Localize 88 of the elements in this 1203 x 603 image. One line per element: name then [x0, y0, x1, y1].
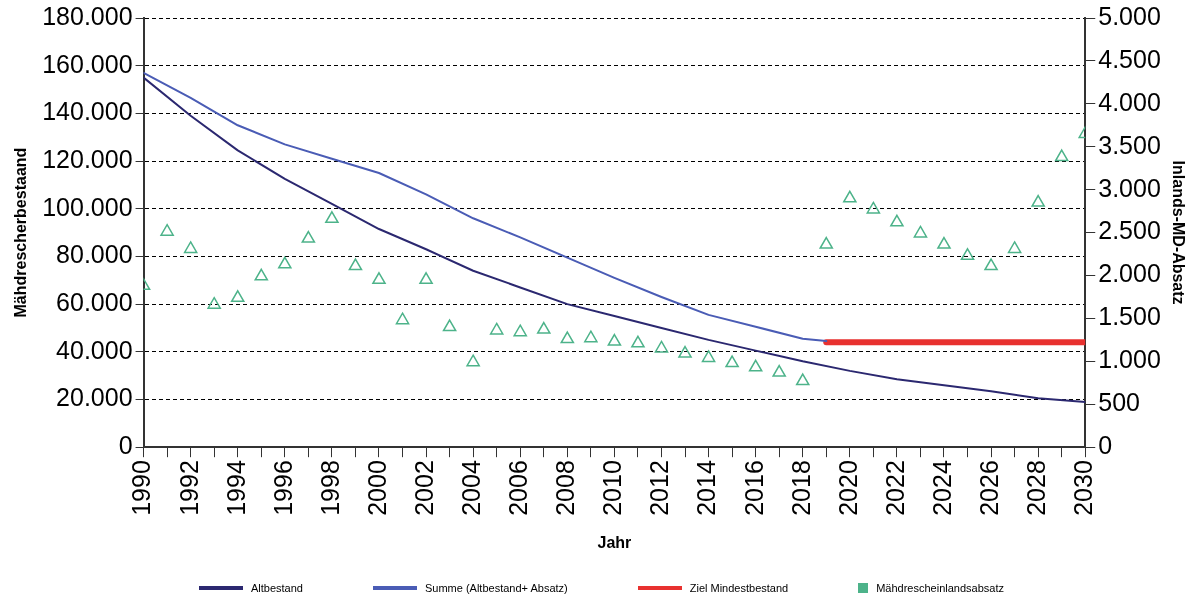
point [725, 355, 739, 368]
y2-tick-label: 3.000 [1098, 173, 1161, 202]
y2-axis-title: Inlands-MD-Absatz [1169, 160, 1187, 305]
x-tick-label: 2000 [362, 460, 391, 516]
x-axis-title: Jahr [597, 533, 632, 551]
y-tick-label: 120.000 [42, 144, 133, 173]
point [937, 236, 951, 249]
point [536, 321, 551, 334]
point [701, 350, 716, 363]
point [584, 330, 598, 343]
point [748, 359, 763, 372]
y2-tick-label: 500 [1098, 388, 1140, 417]
point [607, 333, 622, 346]
x-tick-label: 2022 [880, 460, 909, 516]
point [772, 364, 787, 377]
x-tick-label: 2014 [692, 460, 721, 516]
x-tick-label: 2006 [504, 460, 533, 516]
point [795, 373, 810, 386]
point [1054, 149, 1069, 162]
x-tick-label: 2016 [739, 460, 768, 516]
point [560, 331, 575, 344]
y-tick-label: 160.000 [42, 49, 133, 78]
x-tick-label: 2002 [409, 460, 438, 516]
y-tick-label: 60.000 [56, 288, 133, 317]
point [160, 223, 174, 236]
point [654, 340, 669, 353]
point [207, 296, 222, 309]
x-tick-label: 2020 [833, 460, 862, 516]
point [513, 324, 528, 337]
point [866, 201, 881, 214]
point [325, 211, 339, 224]
point [348, 258, 363, 271]
x-tick-label: 2010 [598, 460, 627, 516]
y2-tick-label: 4.000 [1098, 87, 1161, 116]
point [890, 214, 904, 227]
y2-tick-label: 2.500 [1098, 216, 1161, 245]
y-axis-title: Mähdrescherbestaand [12, 147, 30, 318]
y2-tick-label: 3.500 [1098, 130, 1161, 159]
point [466, 354, 480, 367]
y2-tick-label: 1.000 [1098, 345, 1161, 374]
y-tick-label: 180.000 [42, 1, 133, 30]
point [1007, 241, 1022, 254]
point [395, 312, 410, 325]
point [301, 230, 316, 243]
y-tick-label: 0 [118, 431, 133, 460]
legend-label: Ziel Mindestbestand [689, 582, 789, 594]
x-tick-label: 1998 [315, 460, 344, 516]
point [489, 322, 504, 335]
legend-label: Altbestand [250, 582, 303, 594]
x-tick-label: 1996 [268, 460, 297, 516]
point [819, 236, 834, 249]
x-tick-label: 2030 [1069, 460, 1098, 516]
x-tick-label: 1990 [127, 460, 156, 516]
point [372, 272, 386, 285]
x-tick-label: 2024 [927, 460, 956, 516]
point [278, 256, 292, 269]
y-tick-label: 80.000 [56, 240, 133, 269]
point [960, 248, 975, 261]
legend-label: Mähdrescheinlandsabsatz [876, 582, 1004, 594]
y2-tick-label: 0 [1098, 431, 1113, 460]
point [419, 272, 433, 285]
y2-tick-label: 2.000 [1098, 259, 1161, 288]
x-tick-label: 1992 [174, 460, 203, 516]
point [230, 290, 245, 303]
x-tick-label: 2004 [457, 460, 486, 516]
y2-tick-label: 5.000 [1098, 1, 1161, 30]
point [913, 225, 928, 238]
point [631, 335, 645, 348]
point [678, 345, 692, 358]
x-tick-label: 2028 [1022, 460, 1051, 516]
y-tick-label: 140.000 [42, 97, 133, 126]
x-tick-label: 2026 [974, 460, 1003, 516]
point [183, 241, 198, 254]
point [254, 268, 269, 281]
x-tick-label: 2008 [551, 460, 580, 516]
y2-tick-label: 1.500 [1098, 302, 1161, 331]
y-tick-label: 40.000 [56, 335, 133, 364]
y2-tick-label: 4.500 [1098, 44, 1161, 73]
point [1031, 194, 1045, 207]
point [984, 258, 998, 271]
point [442, 319, 457, 332]
x-tick-label: 1994 [221, 460, 250, 516]
point [843, 190, 857, 203]
y-tick-label: 20.000 [56, 383, 133, 412]
legend-label: Summe (Altbestand+ Absatz) [424, 582, 568, 594]
y-tick-label: 100.000 [42, 192, 133, 221]
x-tick-label: 2018 [786, 460, 815, 516]
x-tick-label: 2012 [645, 460, 674, 516]
